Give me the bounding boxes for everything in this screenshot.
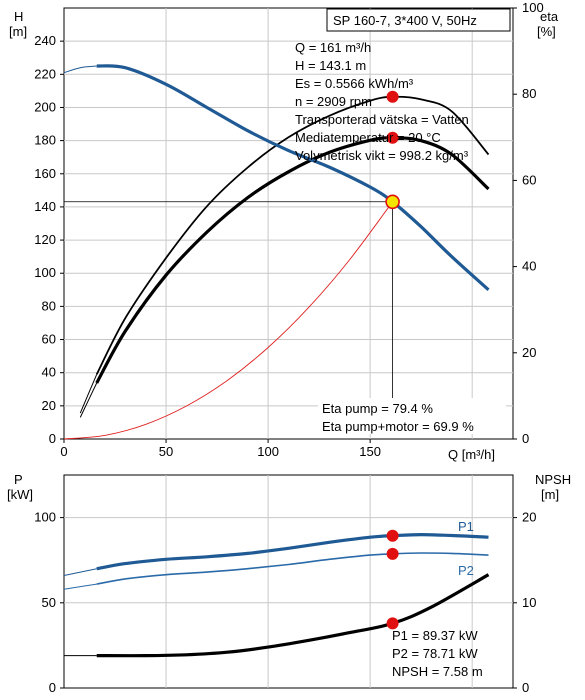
info-line-n: n = 2909 rpm (295, 94, 372, 109)
top-ytick-label-left-140: 140 (34, 199, 56, 214)
system-curve (63, 201, 393, 440)
top-grid (64, 8, 513, 439)
bottom-panel: P1 P2 0 50 100 0 10 20 P [kW] NPSH [m] P1 = 89… (7, 472, 571, 695)
p2-curve (96, 552, 489, 585)
top-ytick-label-left-180: 180 (34, 133, 56, 148)
bottom-series: P1 P2 (63, 519, 490, 658)
top-y-label-left-2: [m] (9, 24, 27, 39)
eta-total-readout: Eta pump+motor = 69.9 % (322, 419, 474, 434)
top-xtick-label-0: 0 (60, 444, 67, 459)
bottom-y-label-left-1: P (14, 472, 23, 487)
top-xtick-label-150: 150 (359, 444, 381, 459)
top-ytick-label-right-40: 40 (522, 259, 536, 274)
info-line-liquid: Transporterad vätska = Vatten (295, 112, 469, 127)
eta-total-curve-extension (79, 382, 98, 418)
info-line-q: Q = 161 m³/h (295, 40, 371, 55)
eta-pump-operating-marker (386, 90, 399, 103)
top-ytick-label-left-20: 20 (42, 398, 56, 413)
top-x-label: Q [m³/h] (448, 447, 495, 462)
npsh-curve (96, 573, 490, 658)
p2-operating-marker (386, 547, 399, 560)
top-ytick-label-left-200: 200 (34, 99, 56, 114)
title-box: SP 160-7, 3*400 V, 50Hz (326, 8, 511, 32)
bottom-plot-frame (63, 474, 514, 689)
eta-pump-curve (95, 95, 490, 375)
top-ytick-label-right-100: 100 (522, 0, 544, 15)
top-ytick-label-right-80: 80 (522, 86, 536, 101)
p1-curve (96, 532, 489, 571)
top-series (63, 64, 490, 440)
bottom-y-label-right-2: [m] (541, 487, 559, 502)
bottom-ytick-label-right-20: 20 (522, 510, 536, 525)
eta-pump-readout: Eta pump = 79.4 % (322, 401, 433, 416)
power-readout: P1 = 89.37 kW P2 = 78.71 kW NPSH = 7.58 … (392, 628, 483, 679)
top-xtick-label-100: 100 (257, 444, 279, 459)
info-line-es: Es = 0.5566 kWh/m³ (295, 76, 414, 91)
p1-readout: P1 = 89.37 kW (392, 628, 478, 643)
bottom-ytick-label-left-0: 0 (49, 680, 56, 695)
head-curve-extension (63, 65, 97, 74)
npsh-readout: NPSH = 7.58 m (392, 664, 483, 679)
top-y-label-right-2: [%] (537, 24, 556, 39)
bottom-y-label-left-2: [kW] (7, 487, 33, 502)
info-line-h: H = 143.1 m (295, 58, 366, 73)
bottom-ticks: 0 50 100 0 10 20 (34, 510, 536, 695)
p1-curve-extension (63, 568, 97, 576)
top-ytick-label-left-120: 120 (34, 232, 56, 247)
eta-readout-bg (318, 398, 506, 434)
info-line-density: Volymetrisk vikt = 998.2 kg/m³ (295, 148, 469, 163)
p2-curve-label: P2 (458, 563, 474, 578)
eta-total-operating-marker (386, 131, 399, 144)
p2-curve-extension (63, 583, 97, 590)
bottom-grid (64, 475, 513, 688)
top-plot-frame (63, 7, 514, 440)
top-ticks: 0 20 40 60 80 100 120 140 160 180 200 220 240 0 20 40 60… (34, 0, 543, 459)
top-ytick-label-left-80: 80 (42, 298, 56, 313)
top-ytick-label-left-100: 100 (34, 265, 56, 280)
top-ytick-label-left-160: 160 (34, 166, 56, 181)
p1-operating-marker (386, 529, 399, 542)
eta-total-curve (95, 136, 490, 384)
head-curve (96, 64, 490, 291)
top-y-label-left-1: H (14, 9, 23, 24)
p2-readout: P2 = 78.71 kW (392, 646, 478, 661)
info-line-temperature: Mediatemperatur = 20 °C (295, 130, 441, 145)
bottom-ytick-label-right-10: 10 (522, 595, 536, 610)
top-ytick-label-left-240: 240 (34, 33, 56, 48)
bottom-ytick-label-left-100: 100 (34, 510, 56, 525)
top-ytick-label-right-60: 60 (522, 172, 536, 187)
top-ytick-label-left-0: 0 (49, 431, 56, 446)
info-panel: Q = 161 m³/h H = 143.1 m Es = 0.5566 kWh… (295, 40, 469, 163)
top-ytick-label-left-220: 220 (34, 66, 56, 81)
top-panel: 0 20 40 60 80 100 120 140 160 180 200 220 240 0 20 40 60… (9, 0, 559, 462)
npsh-operating-marker (386, 617, 399, 630)
bottom-y-label-right-1: NPSH (535, 472, 571, 487)
top-ytick-label-right-20: 20 (522, 345, 536, 360)
title-box-border (326, 8, 511, 32)
top-y-label-right-1: eta (540, 9, 559, 24)
bottom-ytick-label-right-0: 0 (522, 680, 529, 695)
top-xtick-label-50: 50 (159, 444, 173, 459)
title-box-text: SP 160-7, 3*400 V, 50Hz (333, 13, 477, 28)
top-ytick-label-left-40: 40 (42, 365, 56, 380)
eta-readout: Eta pump = 79.4 % Eta pump+motor = 69.9 … (318, 398, 506, 434)
p1-curve-label: P1 (458, 519, 474, 534)
top-ytick-label-left-60: 60 (42, 332, 56, 347)
top-ytick-label-right-0: 0 (522, 431, 529, 446)
head-operating-marker (385, 194, 400, 210)
eta-pump-curve-extension (79, 374, 98, 414)
bottom-ytick-label-left-50: 50 (42, 595, 56, 610)
